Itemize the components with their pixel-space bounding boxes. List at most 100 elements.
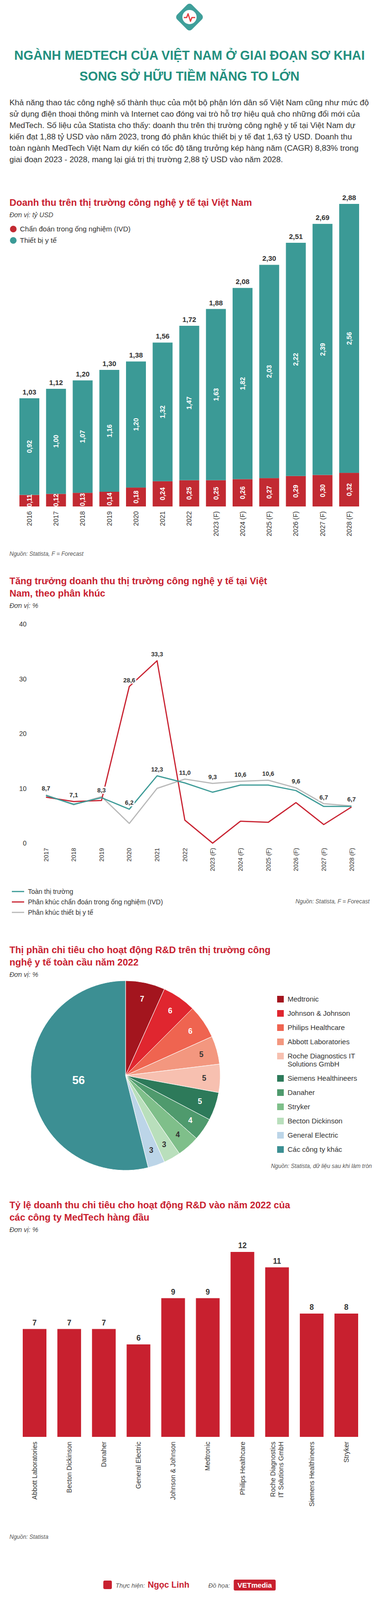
segment-label: 1,47 (185, 396, 193, 409)
slice-label: 4 (175, 1129, 181, 1138)
bar (126, 1343, 151, 1436)
icon-pulse (183, 13, 196, 22)
legend-label: Stryker (287, 1101, 311, 1110)
bars (19, 203, 360, 506)
legend-label: Solutions GmbH (287, 1058, 340, 1067)
bar (232, 478, 253, 506)
bar (265, 1266, 289, 1436)
x-tick-label: 2027 (F) (318, 510, 327, 536)
x-tick-label: Roche Diagnostics (269, 1440, 277, 1496)
segment-label: 0,25 (185, 486, 193, 499)
label-patch (290, 776, 302, 785)
bar (126, 487, 146, 506)
icon-circle (182, 9, 197, 25)
lines (45, 659, 352, 843)
segment-label: 2,56 (345, 331, 353, 345)
bar (334, 1312, 359, 1436)
bar (152, 480, 173, 506)
bar (99, 491, 120, 506)
legend-label: Medtronic (287, 993, 319, 1002)
x-tick-label: 2027 (F) (320, 847, 328, 871)
label-patch (233, 770, 248, 778)
chart-4: Tỷ lệ doanh thu chi tiêu cho hoạt động R… (9, 1198, 359, 1539)
segment-label: 1,16 (105, 424, 114, 437)
segment-label: 1,32 (158, 405, 167, 418)
bar (91, 1327, 116, 1436)
bar (232, 287, 253, 479)
y-tick-label: 30 (18, 674, 27, 683)
bar (230, 1250, 255, 1436)
segment-label: 1,00 (52, 434, 60, 448)
segment-label: 2,39 (318, 342, 327, 356)
slice-label: 5 (197, 1096, 202, 1105)
x-tick-label: 2022 (185, 510, 193, 526)
x-tick-label: 2023 (F) (208, 847, 217, 871)
source-note: Nguồn: Statista, F = Forecast (295, 897, 370, 904)
data-label: 6,7 (319, 793, 328, 801)
chart-title: Doanh thu trên thị trường công nghệ y tế… (9, 197, 253, 208)
legend-label: Johnson & Johnson (287, 1008, 351, 1017)
x-tick-label: Philips Healthcare (238, 1440, 247, 1494)
total-label: 1,12 (49, 378, 64, 387)
segment-label: 0,25 (212, 486, 220, 499)
segment-label: 0,92 (25, 439, 34, 453)
legend-swatch (277, 1102, 284, 1110)
credit-icon (103, 1579, 112, 1588)
segment-label: 1,07 (78, 429, 87, 443)
segment-label: 0,32 (345, 482, 353, 496)
x-tick-label: 2021 (158, 510, 167, 526)
data-label: 9,6 (291, 776, 301, 785)
icon-shape (174, 2, 205, 32)
chart-2: Tăng trưởng doanh thu thị trường công ng… (9, 575, 370, 916)
x-tick-label: 2019 (98, 847, 106, 861)
chart-subtitle: Đơn vị: % (9, 1224, 39, 1233)
total-label: 1,56 (155, 331, 170, 340)
chart-subtitle: Đơn vị: tỷ USD (9, 210, 54, 219)
x-tick-label: General Electric (134, 1440, 143, 1488)
data-label: 6,2 (125, 798, 134, 806)
series-line (45, 659, 352, 843)
label-patch (96, 785, 107, 794)
data-label: 9 (171, 1286, 176, 1295)
segment-label: 1,20 (132, 417, 140, 431)
x-tick-label: Becton Dickinson (65, 1440, 73, 1492)
data-label: 7 (101, 1317, 107, 1326)
x-tick-label: 2026 (F) (291, 510, 300, 536)
slice (30, 979, 149, 1170)
chart-title: nghệ y tế toàn cầu năm 2022 (9, 956, 139, 967)
segment-label: 2,22 (291, 352, 300, 366)
y-tick-label: 0 (22, 838, 27, 847)
credit-name: Ngọc Linh (147, 1578, 190, 1589)
bar (339, 203, 360, 473)
chart-1: Doanh thu trên thị trường công nghệ y tế… (9, 193, 360, 557)
data-label: 9,3 (208, 772, 217, 780)
total-label: 1,38 (128, 350, 143, 359)
credit-label: Thực hiện: (115, 1580, 145, 1588)
slice-label: 3 (162, 1139, 167, 1148)
legend-label: Chẩn đoán trong ống nghiệm (IVD) (19, 224, 131, 233)
segment-label: 0,12 (52, 493, 60, 506)
x-tick-label: 2028 (F) (348, 847, 356, 871)
x-tick-label: 2024 (F) (236, 847, 244, 871)
slice-label: 6 (168, 1005, 173, 1014)
x-tick-label: IT Solutions GmbH (277, 1440, 285, 1497)
segment-label: 0,24 (158, 487, 167, 500)
x-tick-label: 2028 (F) (345, 510, 353, 536)
x-tick-label: 2020 (125, 847, 133, 861)
segment-label: 0,18 (132, 489, 140, 503)
total-label: 1,20 (75, 369, 90, 378)
total-label: 2,69 (315, 213, 330, 222)
data-label: 9 (205, 1286, 210, 1295)
data-label: 12,3 (151, 765, 163, 773)
legend-label: Roche Diagnostics IT (287, 1050, 356, 1059)
labels: 777699121188 (32, 1240, 349, 1341)
segment-label: 0,30 (318, 483, 327, 497)
total-label: 1,30 (102, 359, 117, 368)
legend-label: Becton Dickinson (287, 1115, 343, 1124)
bar (196, 1297, 220, 1436)
label-patch (318, 793, 329, 801)
x-tick-label: Medtronic (203, 1440, 212, 1470)
bar (57, 1327, 82, 1436)
slice-label: 56 (72, 1072, 85, 1086)
bar (99, 369, 120, 492)
